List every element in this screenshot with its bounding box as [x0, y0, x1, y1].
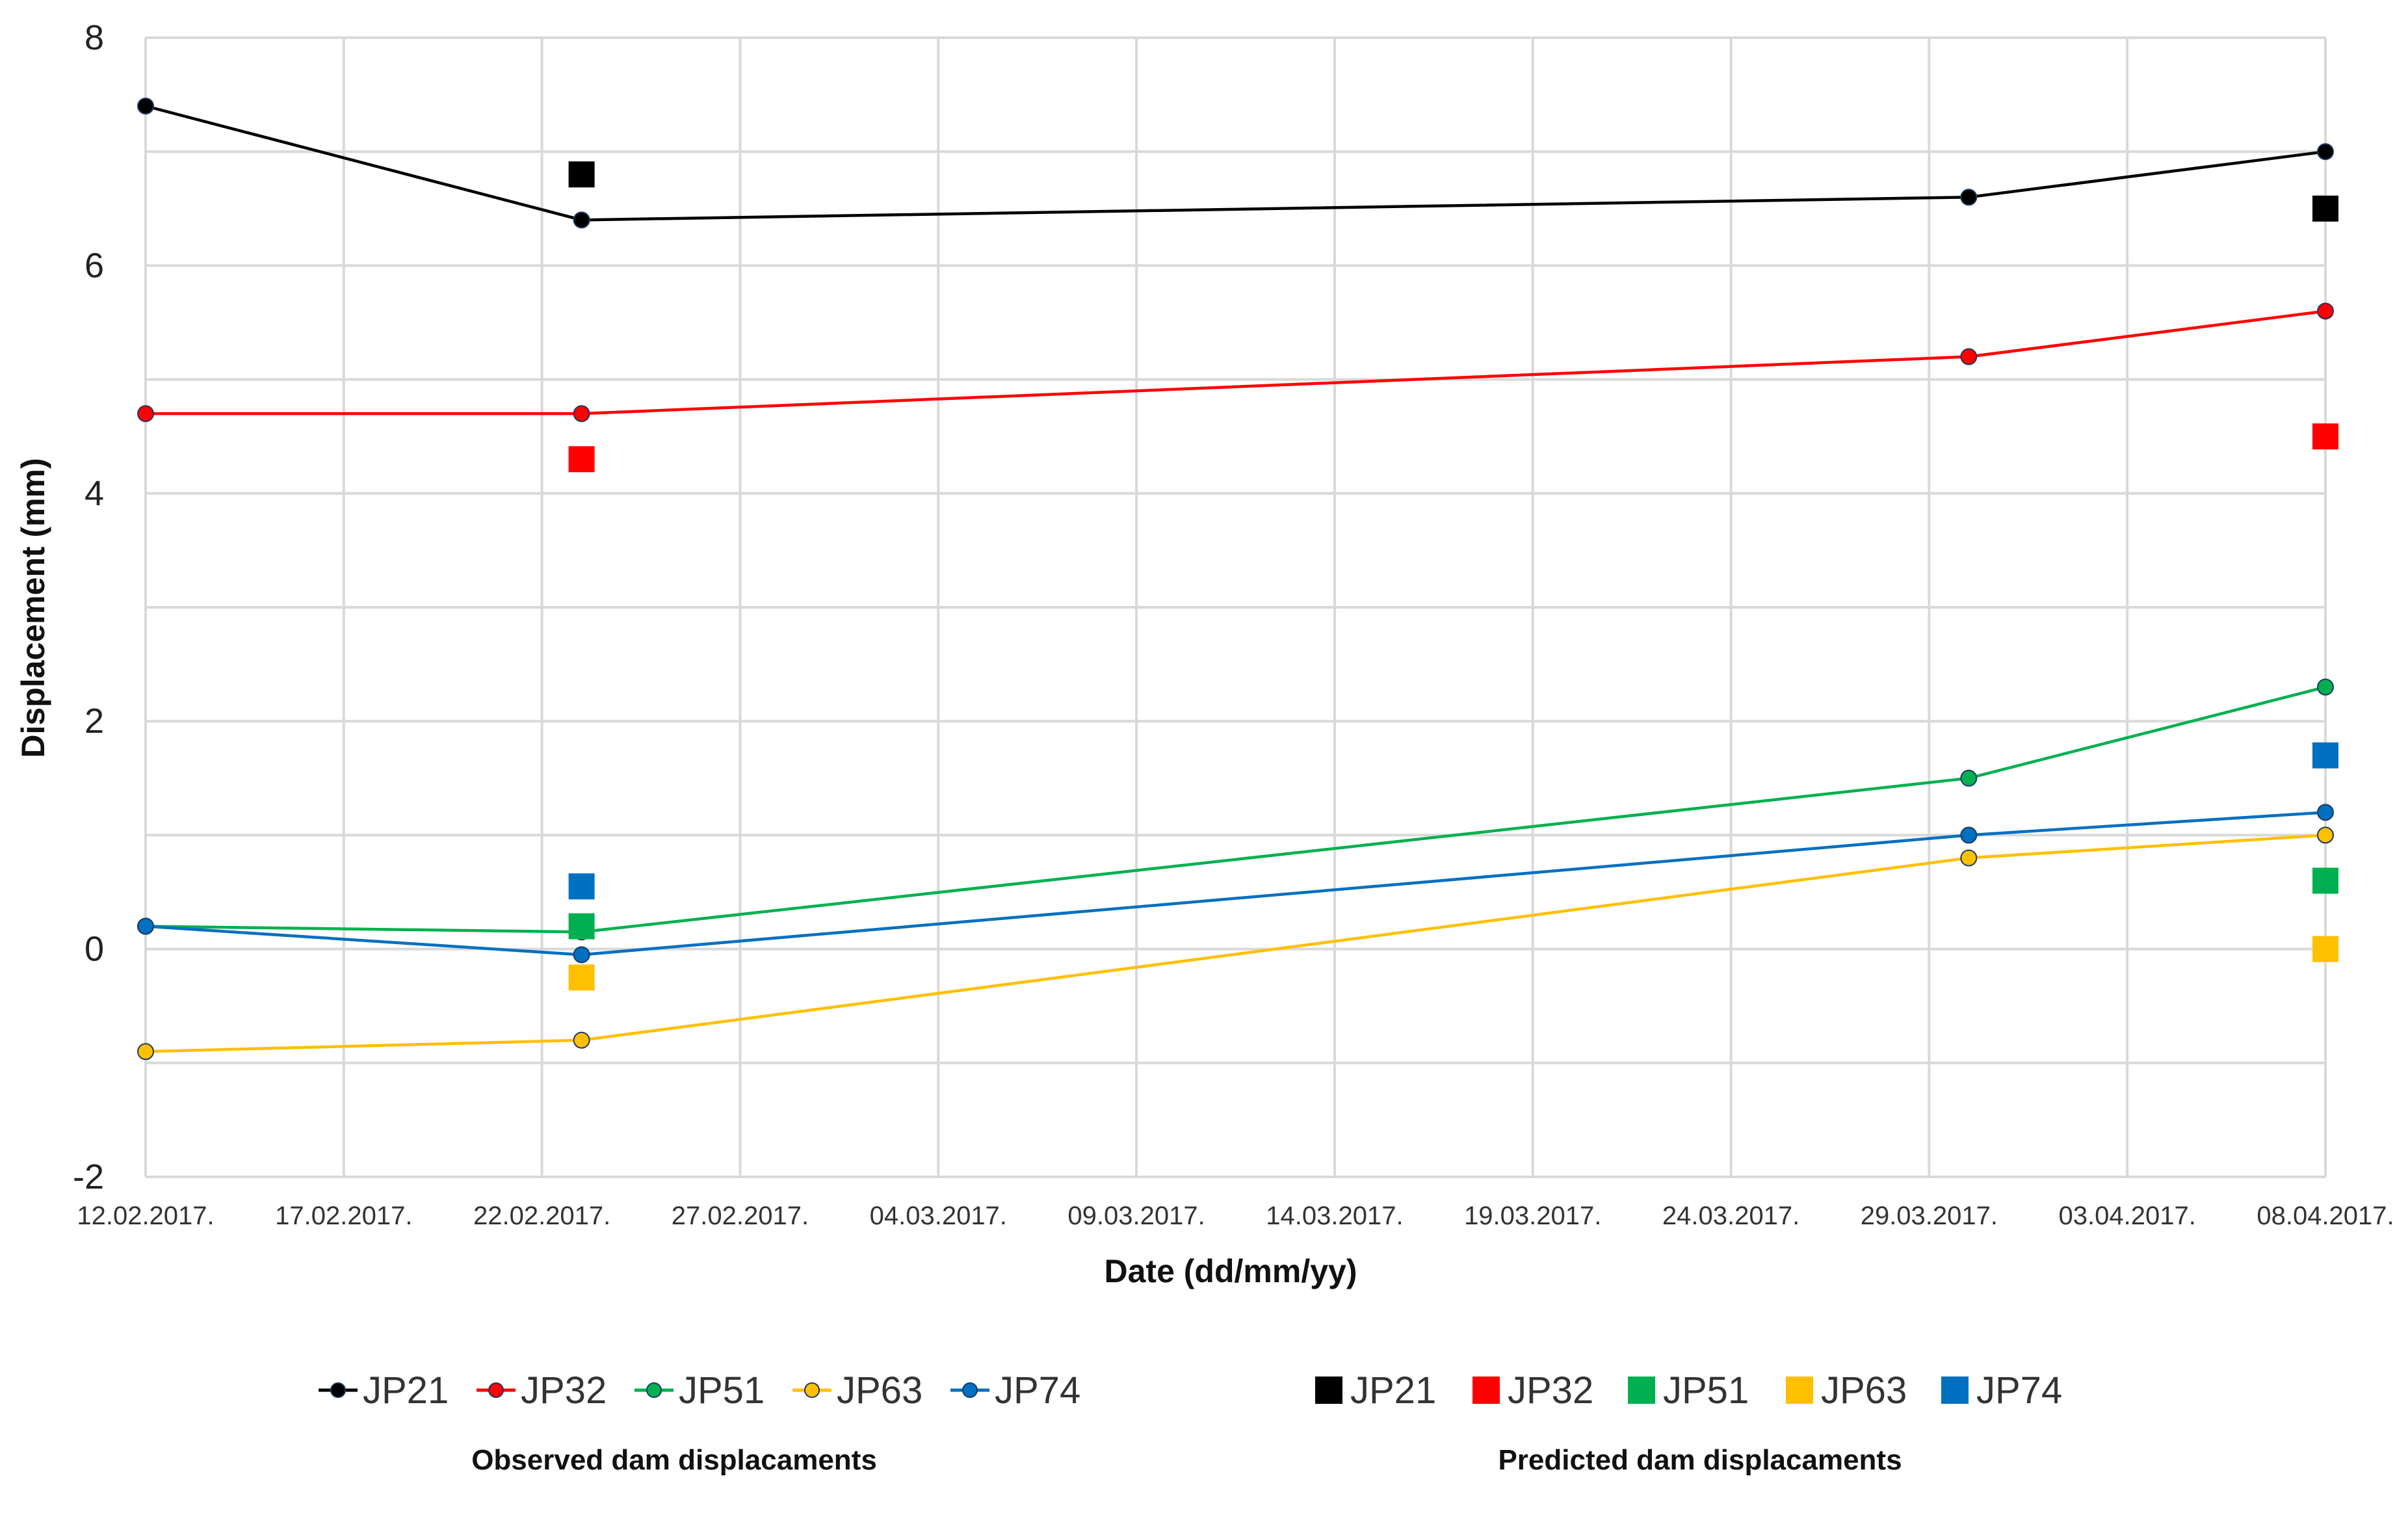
- y-axis-ticks: -2 0 2 4 6 8: [73, 18, 104, 1196]
- predicted-marker-jp74: [568, 873, 595, 900]
- data-point-jp63: [573, 1031, 590, 1049]
- y-tick-label: 8: [85, 18, 104, 57]
- predicted-marker-jp51: [568, 913, 595, 940]
- legend-predicted: JP21 JP32 JP51 JP63 JP74: [1315, 1369, 2062, 1412]
- series-line-jp63: [145, 834, 2326, 1053]
- y-axis-title: Displacement (mm): [15, 458, 51, 758]
- x-tick-label: 12.02.2017.: [77, 1202, 214, 1230]
- data-point-jp32: [1960, 348, 1978, 365]
- data-point-jp63: [137, 1043, 154, 1060]
- predicted-marker-jp63: [568, 964, 595, 991]
- data-point-jp21: [2317, 143, 2334, 161]
- legend-label-jp32: JP32: [521, 1369, 607, 1412]
- legend-square-jp63: [1786, 1377, 1813, 1404]
- y-tick-label: 4: [85, 474, 104, 513]
- x-tick-label: 14.03.2017.: [1266, 1202, 1403, 1230]
- data-point-jp32: [2317, 302, 2334, 320]
- predicted-marker-jp21: [2312, 195, 2338, 222]
- y-tick-label: 2: [85, 702, 104, 741]
- legend-caption-observed: Observed dam displacaments: [471, 1444, 877, 1476]
- data-point-jp51: [1960, 769, 1978, 787]
- x-axis-title: Date (dd/mm/yy): [1105, 1253, 1357, 1289]
- legend-observed: JP21 JP32 JP51 JP63 JP74: [319, 1369, 1080, 1412]
- data-point-jp32: [137, 405, 154, 423]
- data-point-jp32: [573, 405, 590, 423]
- legend-square-jp51: [1628, 1377, 1655, 1404]
- series-line-jp32: [146, 310, 2326, 415]
- legend-label-jp63: JP63: [837, 1369, 923, 1412]
- x-tick-label: 27.02.2017.: [672, 1202, 809, 1230]
- x-tick-label: 04.03.2017.: [870, 1202, 1007, 1230]
- predicted-marker-jp32: [568, 446, 595, 473]
- legend-label-jp51: JP51: [1663, 1369, 1749, 1412]
- predicted-marker-jp51: [2312, 867, 2338, 894]
- predicted-series: [568, 161, 2338, 991]
- predicted-marker-jp63: [2312, 936, 2338, 962]
- x-tick-label: 29.03.2017.: [1861, 1202, 1998, 1230]
- data-point-jp74: [2317, 804, 2334, 821]
- x-tick-label: 24.03.2017.: [1662, 1202, 1799, 1230]
- predicted-marker-jp74: [2312, 742, 2338, 769]
- legend-dot-jp51: [646, 1382, 662, 1398]
- legend-dot-jp21: [330, 1382, 346, 1398]
- legend-label-jp63: JP63: [1821, 1369, 1907, 1412]
- data-point-jp21: [573, 211, 590, 229]
- data-point-jp74: [1960, 826, 1978, 844]
- legend-square-jp32: [1472, 1377, 1500, 1404]
- series-line-jp74: [145, 811, 2326, 956]
- predicted-marker-jp32: [2312, 423, 2338, 450]
- data-point-jp21: [137, 98, 154, 115]
- legend-label-jp74: JP74: [995, 1369, 1080, 1412]
- legend-label-jp51: JP51: [679, 1369, 765, 1412]
- legend-square-jp74: [1941, 1377, 1969, 1404]
- grid: [144, 36, 2327, 1178]
- legend-label-jp32: JP32: [1508, 1369, 1593, 1412]
- data-point-jp74: [573, 946, 590, 964]
- x-tick-label: 03.04.2017.: [2059, 1202, 2196, 1230]
- data-point-jp63: [2317, 826, 2334, 844]
- x-tick-label: 22.02.2017.: [473, 1202, 610, 1230]
- x-tick-label: 08.04.2017.: [2257, 1202, 2394, 1230]
- predicted-marker-jp21: [568, 161, 595, 188]
- legend-dot-jp63: [804, 1382, 820, 1398]
- legend-square-jp21: [1315, 1377, 1342, 1404]
- x-tick-label: 09.03.2017.: [1067, 1202, 1205, 1230]
- observed-series: [137, 98, 2334, 1060]
- x-axis-ticks: 12.02.2017. 17.02.2017. 22.02.2017. 27.02.2…: [77, 1202, 2394, 1230]
- series-line-jp21: [145, 104, 2326, 222]
- data-point-jp51: [2317, 678, 2334, 696]
- y-tick-label: -2: [73, 1157, 104, 1196]
- legend-dot-jp74: [962, 1382, 978, 1398]
- legend-caption-predicted: Predicted dam displacaments: [1498, 1444, 1902, 1476]
- y-tick-label: 0: [85, 930, 104, 969]
- y-tick-label: 6: [85, 246, 104, 285]
- x-tick-label: 17.02.2017.: [275, 1202, 412, 1230]
- legend-label-jp74: JP74: [1976, 1369, 2062, 1412]
- series-line-jp51: [145, 685, 2326, 934]
- x-tick-label: 19.03.2017.: [1464, 1202, 1601, 1230]
- data-point-jp63: [1960, 849, 1978, 867]
- legend-label-jp21: JP21: [363, 1369, 449, 1412]
- data-point-jp74: [137, 917, 154, 935]
- data-point-jp21: [1960, 189, 1978, 206]
- legend-dot-jp32: [488, 1382, 504, 1398]
- legend-label-jp21: JP21: [1350, 1369, 1436, 1412]
